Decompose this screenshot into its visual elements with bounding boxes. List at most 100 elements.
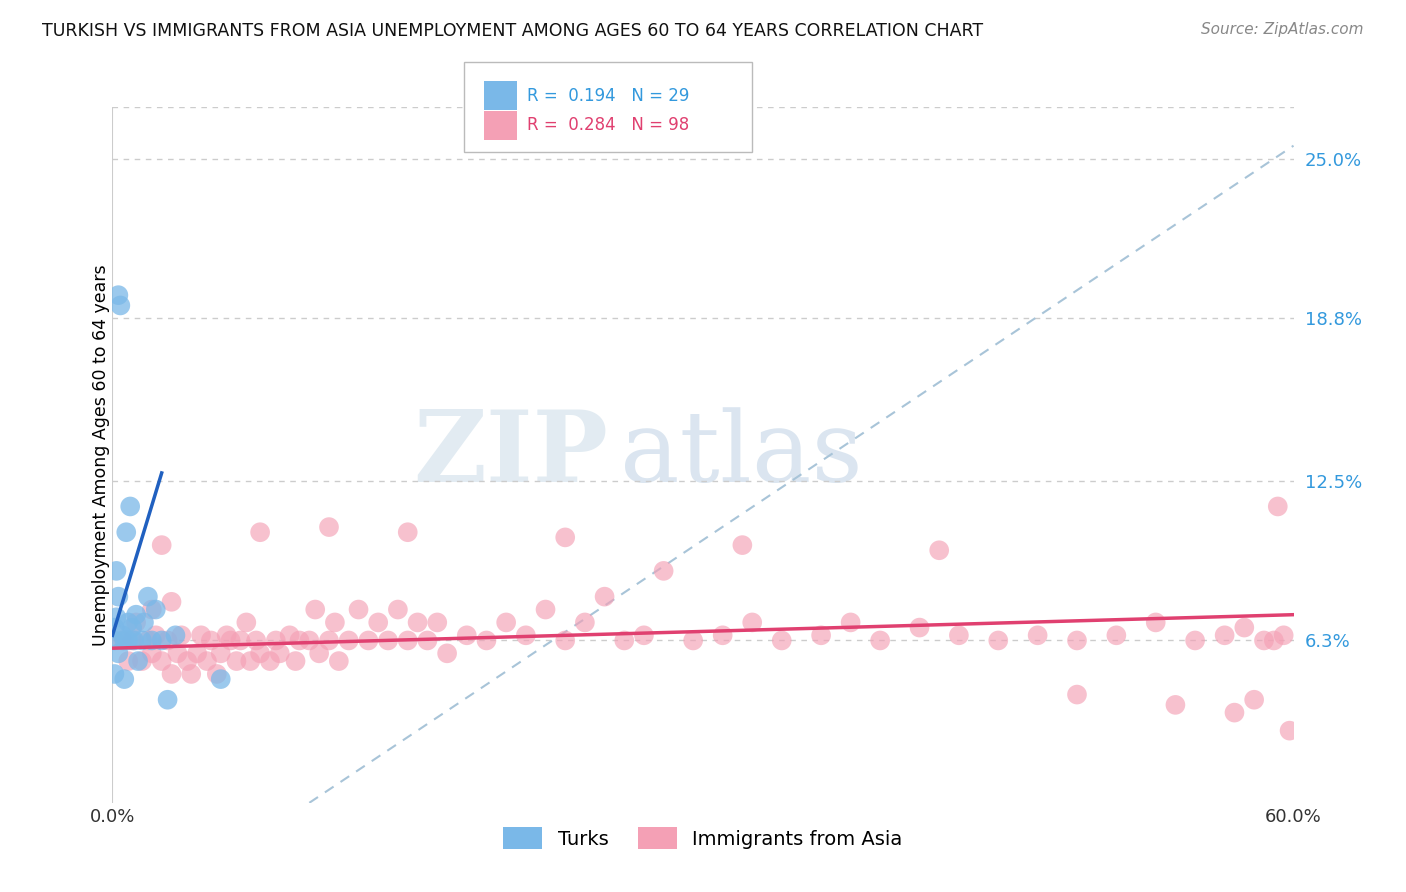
Point — [1263, 633, 1285, 648]
Point — [357, 633, 380, 648]
Point — [205, 667, 228, 681]
Point — [711, 628, 734, 642]
Point — [103, 621, 125, 635]
Point — [166, 646, 188, 660]
Point — [209, 646, 232, 660]
Point — [1278, 723, 1301, 738]
Point — [219, 633, 242, 648]
Point — [225, 654, 247, 668]
Point — [426, 615, 449, 630]
Point — [125, 615, 148, 630]
Point — [145, 628, 167, 642]
Point — [515, 628, 537, 642]
Point — [111, 628, 134, 642]
Point — [117, 654, 139, 668]
Point — [176, 654, 198, 668]
Point — [554, 633, 576, 648]
Point — [125, 607, 148, 622]
Text: ZIP: ZIP — [413, 407, 609, 503]
Point — [136, 590, 159, 604]
Point — [239, 654, 262, 668]
Point — [948, 628, 970, 642]
Point — [160, 595, 183, 609]
Point — [839, 615, 862, 630]
Point — [150, 538, 173, 552]
Text: R =  0.194   N = 29: R = 0.194 N = 29 — [527, 87, 689, 104]
Point — [141, 602, 163, 616]
Point — [145, 602, 167, 616]
Point — [396, 633, 419, 648]
Point — [150, 654, 173, 668]
Point — [150, 633, 173, 648]
Point — [652, 564, 675, 578]
Point — [1105, 628, 1128, 642]
Point — [495, 615, 517, 630]
Point — [770, 633, 793, 648]
Point — [406, 615, 429, 630]
Point — [186, 646, 208, 660]
Point — [103, 633, 125, 648]
Point — [1144, 615, 1167, 630]
Point — [1164, 698, 1187, 712]
Point — [249, 646, 271, 660]
Point — [117, 633, 139, 648]
Text: Source: ZipAtlas.com: Source: ZipAtlas.com — [1201, 22, 1364, 37]
Point — [215, 628, 238, 642]
Point — [574, 615, 596, 630]
Point — [810, 628, 832, 642]
Point — [1253, 633, 1275, 648]
Point — [396, 525, 419, 540]
Point — [534, 602, 557, 616]
Point — [264, 633, 287, 648]
Point — [682, 633, 704, 648]
Point — [195, 654, 218, 668]
Point — [103, 667, 125, 681]
Point — [180, 667, 202, 681]
Point — [456, 628, 478, 642]
Point — [122, 633, 145, 648]
Point — [190, 628, 212, 642]
Point — [1267, 500, 1289, 514]
Point — [308, 646, 330, 660]
Point — [112, 633, 135, 648]
Point — [1233, 621, 1256, 635]
Point — [323, 615, 346, 630]
Point — [105, 564, 128, 578]
Point — [107, 288, 129, 302]
Point — [121, 633, 143, 648]
Point — [1026, 628, 1049, 642]
Text: atlas: atlas — [620, 407, 863, 503]
Point — [318, 520, 340, 534]
Point — [269, 646, 291, 660]
Point — [347, 602, 370, 616]
Point — [1213, 628, 1236, 642]
Point — [304, 602, 326, 616]
Point — [367, 615, 389, 630]
Point — [156, 692, 179, 706]
Point — [436, 646, 458, 660]
Point — [259, 654, 281, 668]
Point — [328, 654, 350, 668]
Point — [337, 633, 360, 648]
Point — [741, 615, 763, 630]
Point — [633, 628, 655, 642]
Point — [288, 633, 311, 648]
Point — [613, 633, 636, 648]
Point — [107, 590, 129, 604]
Point — [105, 610, 128, 624]
Point — [110, 298, 132, 312]
Point — [112, 672, 135, 686]
Point — [1066, 633, 1088, 648]
Point — [209, 672, 232, 686]
Point — [136, 633, 159, 648]
Point — [284, 654, 307, 668]
Point — [928, 543, 950, 558]
Point — [1272, 628, 1295, 642]
Point — [593, 590, 616, 604]
Point — [1066, 688, 1088, 702]
Point — [156, 633, 179, 648]
Point — [1243, 692, 1265, 706]
Text: R =  0.284   N = 98: R = 0.284 N = 98 — [527, 116, 689, 135]
Point — [121, 621, 143, 635]
Point — [170, 628, 193, 642]
